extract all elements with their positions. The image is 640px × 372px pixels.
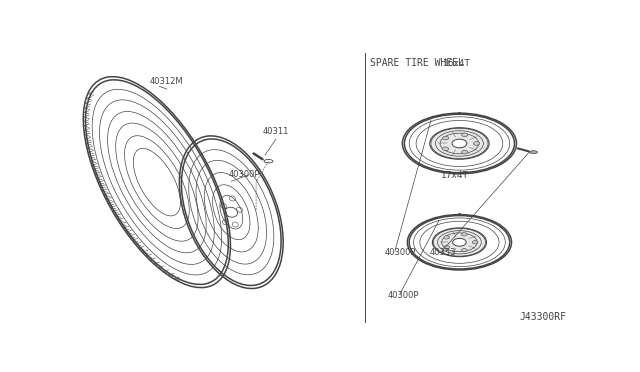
Ellipse shape (433, 228, 486, 257)
Circle shape (444, 236, 450, 239)
Text: 40300P: 40300P (385, 248, 417, 257)
Circle shape (461, 233, 467, 236)
Text: 40311: 40311 (263, 127, 289, 136)
Circle shape (461, 248, 467, 252)
Ellipse shape (529, 151, 538, 154)
Ellipse shape (430, 128, 489, 159)
Circle shape (442, 147, 449, 151)
Circle shape (461, 133, 468, 137)
Circle shape (461, 150, 468, 154)
Text: 16x4T: 16x4T (443, 59, 471, 68)
Text: 40300P: 40300P (388, 291, 419, 300)
Circle shape (442, 136, 449, 140)
Text: 17x4T: 17x4T (440, 171, 468, 180)
Circle shape (472, 241, 478, 244)
Circle shape (444, 246, 450, 249)
Circle shape (452, 139, 467, 148)
Circle shape (452, 238, 466, 246)
Ellipse shape (264, 160, 273, 163)
Text: 40312M: 40312M (150, 77, 184, 86)
Text: 40300P: 40300P (229, 170, 260, 179)
Circle shape (474, 142, 480, 145)
Text: 40353: 40353 (429, 248, 456, 257)
Text: SPARE TIRE WHEEL: SPARE TIRE WHEEL (370, 58, 464, 68)
Text: J43300RF: J43300RF (519, 312, 566, 323)
